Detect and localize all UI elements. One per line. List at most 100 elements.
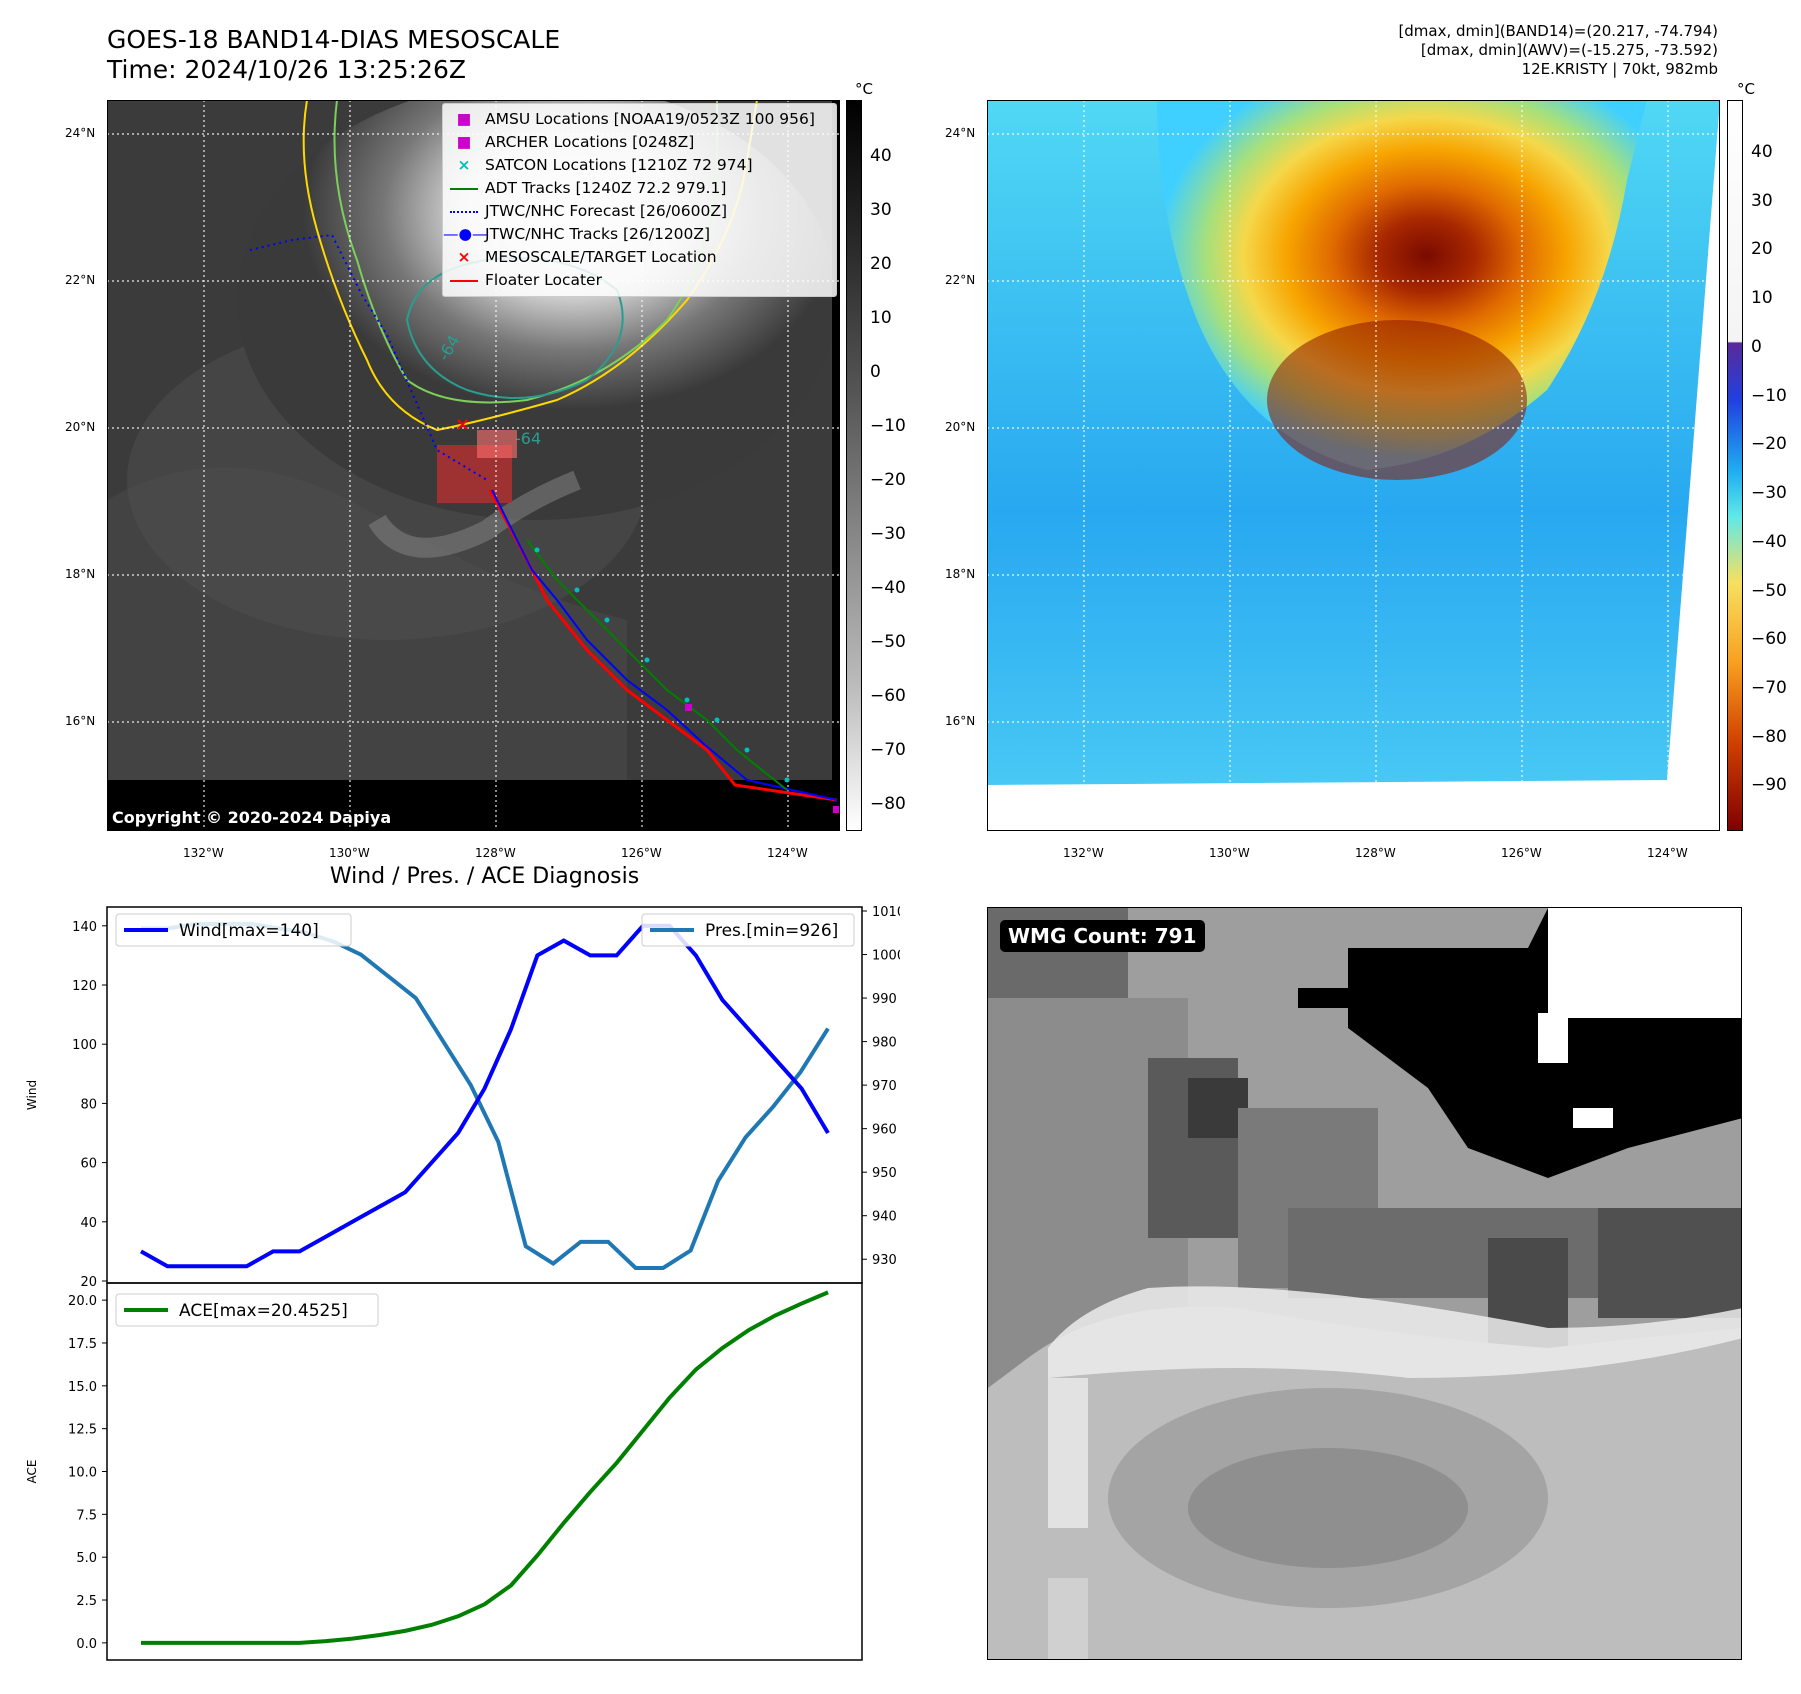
stats-block: [dmax, dmin](BAND14)=(20.217, -74.794) [… [1398, 22, 1718, 79]
wind-axis-label: Wind [25, 1080, 39, 1110]
pressure-tick-label: 980 [872, 1036, 897, 1051]
legend-row-amsu: ■ AMSU Locations [NOAA19/0523Z 100 956] [456, 110, 815, 128]
wind-tick-label: 80 [80, 1097, 97, 1112]
no-data-band [107, 780, 840, 831]
colorbar-gray [846, 100, 862, 831]
ace-tick-label: 0.0 [76, 1637, 97, 1652]
adt-track [526, 539, 788, 791]
cb-tick: 10 [1751, 288, 1773, 308]
lat-label: 16°N [945, 714, 976, 728]
pressure-legend-box [641, 913, 855, 947]
stats-line-2: [dmax, dmin](AWV)=(-15.275, -73.592) [1420, 41, 1718, 59]
legend-row-tracks: —●—JTWC/NHC Tracks [26/1200Z] [443, 225, 711, 243]
amsu-markers [685, 704, 840, 813]
mesoscale-target-marker: × [455, 414, 470, 435]
cb-tick: 40 [1751, 142, 1773, 162]
lon-label: 130°W [329, 846, 370, 860]
colorbar-color-ticks: 40 30 20 10 0 −10 −20 −30 −40 −50 −60 −7… [1751, 100, 1796, 831]
lat-label: 18°N [65, 567, 96, 581]
wind-legend-label: Wind[max=140] [179, 921, 319, 941]
legend-row-floater: Floater Locater [443, 269, 836, 292]
figure-title: GOES-18 BAND14-DIAS MESOSCALE Time: 2024… [107, 25, 560, 85]
cb-tick: −30 [870, 524, 906, 544]
lon-label: 130°W [1209, 846, 1250, 860]
legend-row-adt: ADT Tracks [1240Z 72.2 979.1] [443, 177, 836, 200]
pressure-tick-label: 940 [872, 1210, 897, 1225]
wmg-svg [988, 908, 1741, 1659]
ace-legend-label: ACE[max=20.4525] [179, 1301, 348, 1321]
lat-label: 24°N [65, 126, 96, 140]
wind-legend-box [115, 913, 352, 947]
lat-label: 18°N [945, 567, 976, 581]
colorbar-gray-unit: °C [855, 80, 873, 98]
ace-tick-label: 2.5 [76, 1594, 97, 1609]
cb-tick: −40 [1751, 532, 1787, 552]
cb-tick: −90 [1751, 775, 1787, 795]
title-line-2: Time: 2024/10/26 13:25:26Z [107, 55, 466, 84]
color-map-frame [987, 100, 1720, 831]
ace-tick-label: 10.0 [68, 1466, 97, 1481]
stats-line-3: 12E.KRISTY | 70kt, 982mb [1521, 60, 1718, 78]
wmg-panel: WMG Count: 791 [987, 907, 1742, 1660]
pressure-tick-label: 970 [872, 1079, 897, 1094]
colorbar-color-unit: °C [1737, 80, 1755, 98]
best-track [491, 489, 838, 801]
ace-tick-label: 7.5 [76, 1508, 97, 1523]
ace-line [141, 1290, 829, 1645]
pressure-legend-label: Pres.[min=926] [705, 921, 838, 941]
cb-tick: −10 [1751, 386, 1787, 406]
ir-map-frame [107, 100, 840, 831]
satcon-markers [534, 547, 790, 783]
cb-tick: 20 [1751, 239, 1773, 259]
contour-label-2: -64 [515, 429, 541, 448]
pressure-tick-label: 960 [872, 1123, 897, 1138]
diag-panel: 140 120 100 80 60 40 20 1010 1000 990 980 970 960 950… [0, 900, 947, 1690]
cb-tick: −40 [870, 578, 906, 598]
lon-label: 132°W [183, 846, 224, 860]
wind-line [140, 923, 830, 1269]
cb-tick: 30 [1751, 191, 1773, 211]
wind-tick-label: 140 [72, 920, 97, 935]
lon-label: 124°W [1647, 846, 1688, 860]
lat-label: 22°N [65, 273, 96, 287]
cb-tick: −20 [870, 470, 906, 490]
lon-label: 128°W [475, 846, 516, 860]
ace-tick-label: 12.5 [68, 1423, 97, 1438]
pressure-tick-label: 1010 [872, 905, 900, 920]
ace-axis-label: ACE [25, 1460, 39, 1484]
diag-title: Wind / Pres. / ACE Diagnosis [329, 864, 640, 889]
cb-tick: 0 [1751, 337, 1762, 357]
cb-tick: −60 [1751, 629, 1787, 649]
cb-tick: −10 [870, 416, 906, 436]
wind-tick-label: 60 [80, 1157, 97, 1172]
lat-label: 16°N [65, 714, 96, 728]
cb-tick: 0 [870, 362, 881, 382]
legend-row-mesoscale: × MESOSCALE/TARGET Location [457, 248, 717, 266]
cb-tick: −70 [1751, 678, 1787, 698]
lon-label: 124°W [767, 846, 808, 860]
wind-tick-label: 40 [80, 1216, 97, 1231]
ir-map-panel: -64 -64 × [107, 80, 847, 831]
legend-row-archer: ■ ARCHER Locations [0248Z] [456, 133, 695, 151]
pressure-tick-label: 950 [872, 1166, 897, 1181]
lon-label: 132°W [1063, 846, 1104, 860]
colorbar-gray-ticks: 40 30 20 10 0 −10 −20 −30 −40 −50 −60 −7… [870, 100, 910, 831]
cb-tick: −50 [1751, 581, 1787, 601]
cb-tick: 20 [870, 254, 892, 274]
color-map-svg [987, 100, 1720, 831]
cb-tick: −60 [870, 686, 906, 706]
cb-tick: 30 [870, 200, 892, 220]
wind-tick-label: 20 [80, 1275, 97, 1290]
title-line-1: GOES-18 BAND14-DIAS MESOSCALE [107, 25, 561, 54]
color-map-panel [987, 100, 1720, 831]
wind-pres-frame [106, 906, 863, 1284]
color-map-gridlines [987, 100, 1720, 831]
ace-tick-label: 5.0 [76, 1551, 97, 1566]
copyright-text: Copyright © 2020-2024 Dapiya [112, 808, 392, 827]
diag-svg: 140 120 100 80 60 40 20 1010 1000 990 980 970 960 950… [25, 905, 947, 1661]
lat-label: 22°N [945, 273, 976, 287]
cb-tick: −30 [1751, 483, 1787, 503]
lon-label: 128°W [1355, 846, 1396, 860]
stats-line-1: [dmax, dmin](BAND14)=(20.217, -74.794) [1398, 22, 1718, 40]
lat-label: 24°N [945, 126, 976, 140]
